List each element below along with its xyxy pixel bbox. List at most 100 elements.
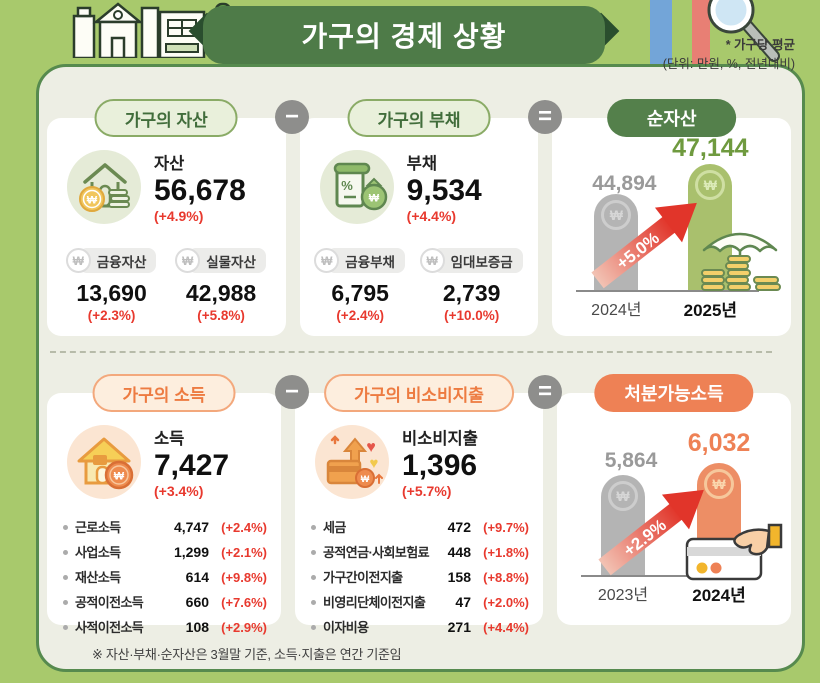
decor-bar-red — [692, 0, 710, 70]
won-circle-icon: ₩ — [608, 481, 638, 511]
debt-change: (+4.4%) — [406, 208, 457, 224]
sub-financial-assets: ₩ 금융자산 13,690 (+2.3%) — [65, 248, 157, 323]
svg-text:₩: ₩ — [361, 474, 370, 484]
expenditure-card-hearts-icon: ♥ ♥ ₩ — [315, 425, 390, 499]
won-circle-icon: ₩ — [601, 200, 632, 230]
list-item: 가구간이전지출 158 (+8.8%) — [311, 565, 529, 590]
equals-operator: = — [528, 375, 562, 409]
sub-label: 실물자산 — [206, 254, 256, 270]
income-value: 7,427 — [154, 449, 230, 482]
disposable-prev-bar: ₩ — [601, 475, 645, 575]
sub-value: 2,739 — [442, 280, 501, 306]
svg-text:%: % — [341, 178, 353, 193]
sub-change: (+2.3%) — [87, 308, 136, 323]
income-house-coin-icon: ₩ — [67, 425, 141, 499]
list-item: 재산소득 614 (+9.8%) — [63, 565, 267, 590]
card-income-pill: 가구의 소득 — [92, 374, 236, 412]
card-assets-pill: 가구의 자산 — [94, 99, 238, 137]
expenditure-value: 1,396 — [402, 449, 478, 482]
assets-house-coins-icon: ₩ — [67, 150, 141, 224]
net-curr-year: 2025년 — [683, 301, 738, 320]
sub-value: 42,988 — [185, 280, 257, 306]
magnifier-icon — [707, 0, 780, 62]
income-change: (+3.4%) — [154, 483, 204, 499]
bullet-icon — [63, 599, 68, 605]
net-curr-value: 47,144 — [672, 134, 749, 162]
assets-change: (+4.9%) — [154, 208, 204, 224]
won-badge-icon: ₩ — [314, 248, 340, 273]
avg-note-text: * 가구당 평균 — [725, 38, 795, 52]
decor-bar-blue — [650, 0, 672, 70]
won-badge-icon: ₩ — [419, 248, 445, 273]
card-disposable-income: 처분가능소득 5,864 6,032 ₩ ₩ — [557, 374, 792, 625]
sub-value: 13,690 — [76, 280, 147, 306]
card-disposable-pill: 처분가능소득 — [594, 374, 754, 412]
net-prev-year: 2024년 — [591, 302, 642, 319]
sub-rental-deposit: ₩ 임대보증금 2,739 (+10.0%) — [419, 248, 523, 323]
list-item: 공적이전소득 660 (+7.6%) — [63, 590, 267, 615]
bullet-icon — [311, 524, 317, 530]
row-income-expenditure-disposable: − = 가구의 소득 ₩ 소득 — [47, 374, 792, 635]
expenditure-breakdown-list: 세금 472 (+9.7%) 공적연금·사회보험료 448 (+1.8%) 가구간이전지… — [311, 515, 529, 640]
list-item: 근로소득 4,747 (+2.4%) — [63, 515, 267, 540]
sub-label: 임대보증금 — [450, 254, 513, 270]
card-assets: 가구의 자산 ₩ — [47, 99, 286, 336]
svg-text:₩: ₩ — [87, 195, 98, 207]
sub-change: (+5.8%) — [197, 308, 245, 323]
card-non-consumption-expenditure: 가구의 비소비지출 ♥ ♥ ₩ 비소비지 — [295, 374, 543, 635]
bullet-icon — [311, 624, 317, 630]
unit-note-text: (단위: 만원, %, 전년대비) — [662, 56, 795, 71]
net-prev-value: 44,894 — [592, 172, 657, 195]
disposable-curr-year: 2024년 — [692, 586, 746, 605]
row-assets-debt-networth: − = 가구의 자산 — [47, 99, 792, 336]
chart-baseline — [581, 575, 760, 577]
growth-arrow-icon: +5.0% — [591, 202, 698, 289]
expenditure-change: (+5.7%) — [402, 483, 452, 499]
svg-text:♥: ♥ — [370, 455, 379, 472]
list-item: 이자비용 271 (+4.4%) — [311, 615, 529, 640]
card-income: 가구의 소득 ₩ 소득 7,427 (+3.4% — [47, 374, 282, 635]
list-item: 사적이전소득 108 (+2.9%) — [63, 615, 267, 640]
income-breakdown-list: 근로소득 4,747 (+2.4%) 사업소득 1,299 (+2.1%) 재산소득 61… — [63, 515, 267, 640]
debt-label: 부채 — [406, 155, 438, 173]
bullet-icon — [311, 599, 317, 605]
sub-change: (+10.0%) — [444, 308, 500, 323]
income-label: 소득 — [154, 430, 185, 448]
card-debt: 가구의 부채 % ₩ 부채 9,534 (+4.4 — [299, 99, 539, 336]
minus-operator: − — [275, 375, 309, 409]
umbrella-coins-icon — [701, 232, 782, 291]
svg-text:♥: ♥ — [366, 439, 376, 456]
bullet-icon — [311, 574, 317, 580]
list-item: 비영리단체이전지출 47 (+2.0%) — [311, 590, 529, 615]
unit-note: * 가구당 평균 (단위: 만원, %, 전년대비) — [540, 36, 795, 74]
disposable-curr-value: 6,032 — [687, 429, 751, 457]
assets-value: 56,678 — [154, 174, 246, 207]
svg-text:₩: ₩ — [368, 193, 379, 205]
won-circle-icon: ₩ — [704, 469, 734, 499]
card-net-assets-pill: 순자산 — [606, 99, 737, 137]
card-debt-pill: 가구의 부채 — [347, 99, 491, 137]
sub-label: 금융부채 — [345, 254, 395, 270]
debt-bill-moneybag-icon: % ₩ — [319, 150, 394, 224]
bullet-icon — [63, 549, 68, 555]
debt-value: 9,534 — [406, 174, 482, 207]
growth-arrow-icon: +2.9% — [598, 489, 704, 576]
sub-real-assets: ₩ 실물자산 42,988 (+5.8%) — [175, 248, 266, 323]
disposable-prev-value: 5,864 — [604, 449, 658, 472]
disposable-prev-year: 2023년 — [597, 587, 649, 604]
bullet-icon — [63, 524, 68, 530]
sub-value: 6,795 — [331, 280, 389, 306]
bullet-icon — [63, 574, 68, 580]
card-net-assets: 순자산 44,894 47,144 ₩ ₩ — [552, 99, 792, 336]
list-item: 세금 472 (+9.7%) — [311, 515, 529, 540]
won-badge-icon: ₩ — [65, 248, 91, 273]
chart-baseline — [576, 290, 760, 292]
sub-financial-debt: ₩ 금융부채 6,795 (+2.4%) — [314, 248, 405, 323]
sub-change: (+2.4%) — [336, 308, 384, 323]
list-item: 공적연금·사회보험료 448 (+1.8%) — [311, 540, 529, 565]
won-circle-icon: ₩ — [695, 170, 726, 200]
bullet-icon — [63, 624, 68, 630]
expenditure-label: 비소비지출 — [402, 430, 478, 448]
list-item: 사업소득 1,299 (+2.1%) — [63, 540, 267, 565]
